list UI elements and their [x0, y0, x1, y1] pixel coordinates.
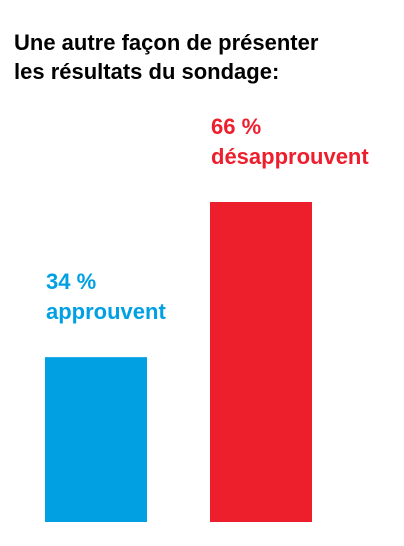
data-label-desapprouvent-line-1: 66 %: [211, 114, 261, 139]
data-label-approuvent-line-1: 34 %: [46, 269, 96, 294]
bar-approuvent: [45, 357, 147, 522]
data-label-approuvent-line-2: approuvent: [46, 299, 166, 324]
bars-group: [45, 202, 312, 522]
chart-title-line-1: Une autre façon de présenter: [14, 30, 319, 55]
data-label-desapprouvent-line-2: désapprouvent: [211, 144, 369, 169]
data-labels-group: 34 % approuvent 66 % désapprouvent: [46, 114, 369, 324]
bar-desapprouvent: [210, 202, 312, 522]
chart-title-line-2: les résultats du sondage:: [14, 59, 280, 84]
chart-title: Une autre façon de présenter les résulta…: [14, 28, 394, 86]
